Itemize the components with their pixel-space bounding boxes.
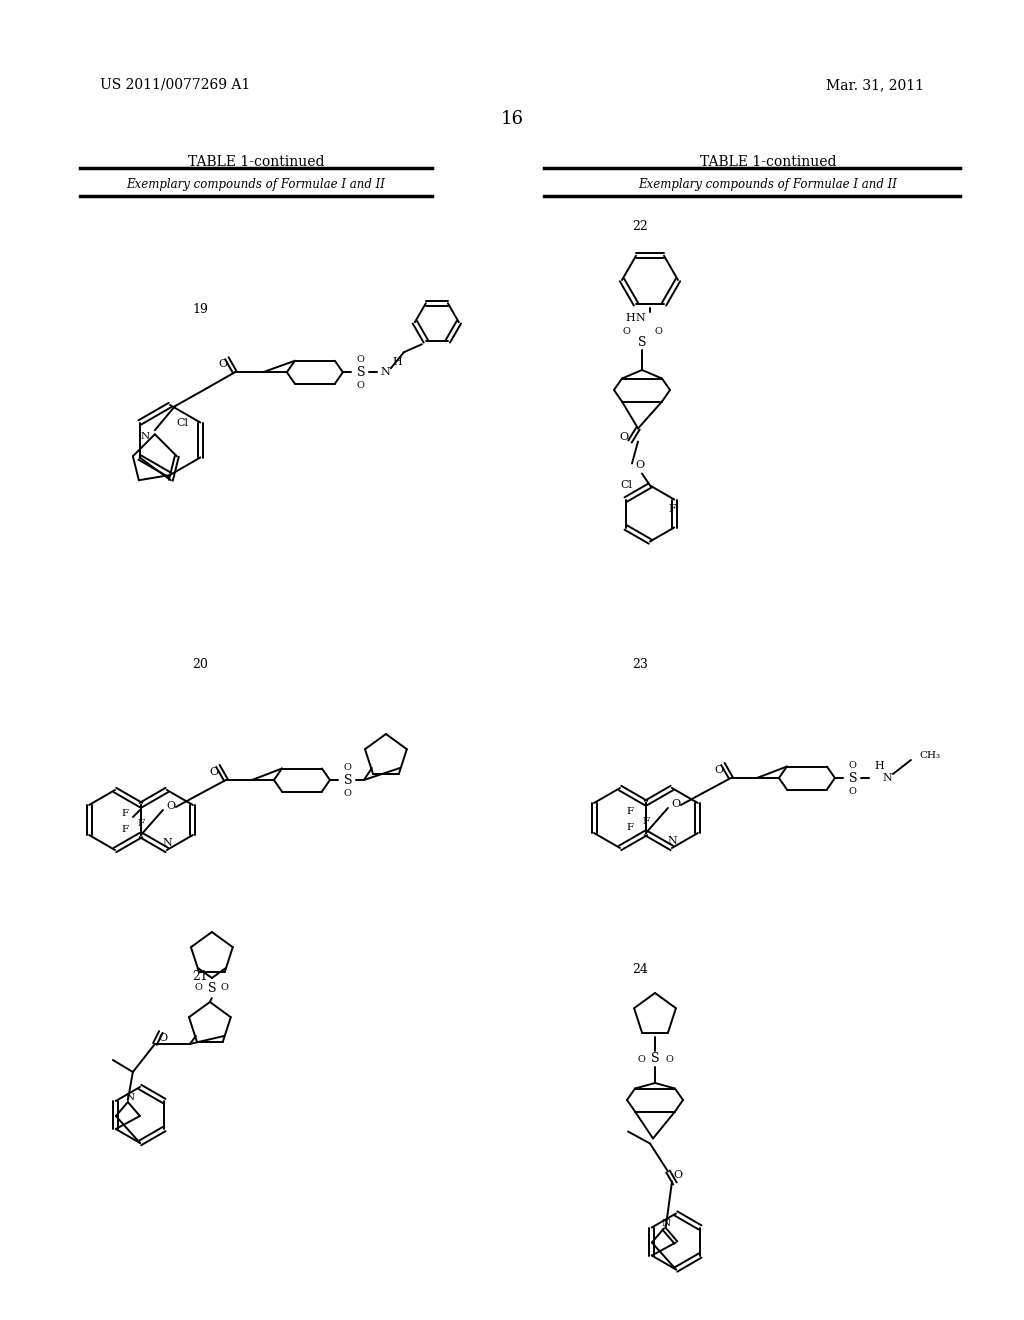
- Text: S: S: [650, 1052, 659, 1065]
- Text: F: F: [122, 808, 129, 817]
- Text: O: O: [159, 1034, 168, 1043]
- Text: O: O: [672, 799, 681, 809]
- Text: F: F: [669, 504, 676, 515]
- Text: N: N: [140, 432, 150, 441]
- Text: F: F: [642, 817, 649, 825]
- Text: O: O: [622, 327, 630, 337]
- Text: O: O: [665, 1055, 673, 1064]
- Text: N: N: [162, 838, 172, 847]
- Text: H: H: [625, 313, 635, 323]
- Text: N: N: [635, 313, 645, 323]
- Text: H: H: [392, 358, 401, 367]
- Text: N: N: [667, 836, 677, 846]
- Text: H: H: [874, 762, 884, 771]
- Text: 24: 24: [632, 964, 648, 975]
- Text: 20: 20: [193, 657, 208, 671]
- Text: O: O: [636, 461, 644, 470]
- Text: S: S: [344, 774, 352, 787]
- Text: 23: 23: [632, 657, 648, 671]
- Text: O: O: [357, 355, 365, 364]
- Text: Mar. 31, 2011: Mar. 31, 2011: [826, 78, 924, 92]
- Text: O: O: [357, 380, 365, 389]
- Text: N: N: [882, 774, 892, 783]
- Text: O: O: [849, 760, 857, 770]
- Text: F: F: [137, 818, 144, 828]
- Text: S: S: [356, 366, 366, 379]
- Text: O: O: [209, 767, 218, 777]
- Text: O: O: [637, 1055, 645, 1064]
- Text: Exemplary compounds of Formulae I and II: Exemplary compounds of Formulae I and II: [127, 178, 385, 191]
- Text: N: N: [662, 1220, 671, 1229]
- Text: O: O: [218, 359, 227, 370]
- Text: O: O: [674, 1171, 683, 1180]
- Text: TABLE 1-continued: TABLE 1-continued: [187, 154, 325, 169]
- Text: 21: 21: [193, 970, 208, 983]
- Text: TABLE 1-continued: TABLE 1-continued: [699, 154, 837, 169]
- Text: Exemplary compounds of Formulae I and II: Exemplary compounds of Formulae I and II: [639, 178, 897, 191]
- Text: F: F: [627, 822, 634, 832]
- Text: O: O: [849, 787, 857, 796]
- Text: 22: 22: [632, 220, 648, 234]
- Text: N: N: [380, 367, 390, 378]
- Text: S: S: [849, 771, 857, 784]
- Text: Cl: Cl: [620, 480, 632, 491]
- Text: O: O: [221, 983, 228, 993]
- Text: O: O: [344, 788, 352, 797]
- Text: S: S: [638, 335, 646, 348]
- Text: N: N: [125, 1093, 134, 1102]
- Text: O: O: [166, 801, 175, 810]
- Text: O: O: [654, 327, 662, 337]
- Text: CH₃: CH₃: [919, 751, 940, 760]
- Text: F: F: [627, 807, 634, 816]
- Text: 16: 16: [501, 110, 523, 128]
- Text: O: O: [620, 433, 629, 442]
- Text: O: O: [715, 766, 724, 775]
- Text: Cl: Cl: [176, 417, 188, 428]
- Text: O: O: [344, 763, 352, 771]
- Text: 19: 19: [193, 304, 208, 315]
- Text: S: S: [208, 982, 216, 994]
- Text: O: O: [195, 983, 203, 993]
- Text: US 2011/0077269 A1: US 2011/0077269 A1: [100, 78, 250, 92]
- Text: F: F: [122, 825, 129, 833]
